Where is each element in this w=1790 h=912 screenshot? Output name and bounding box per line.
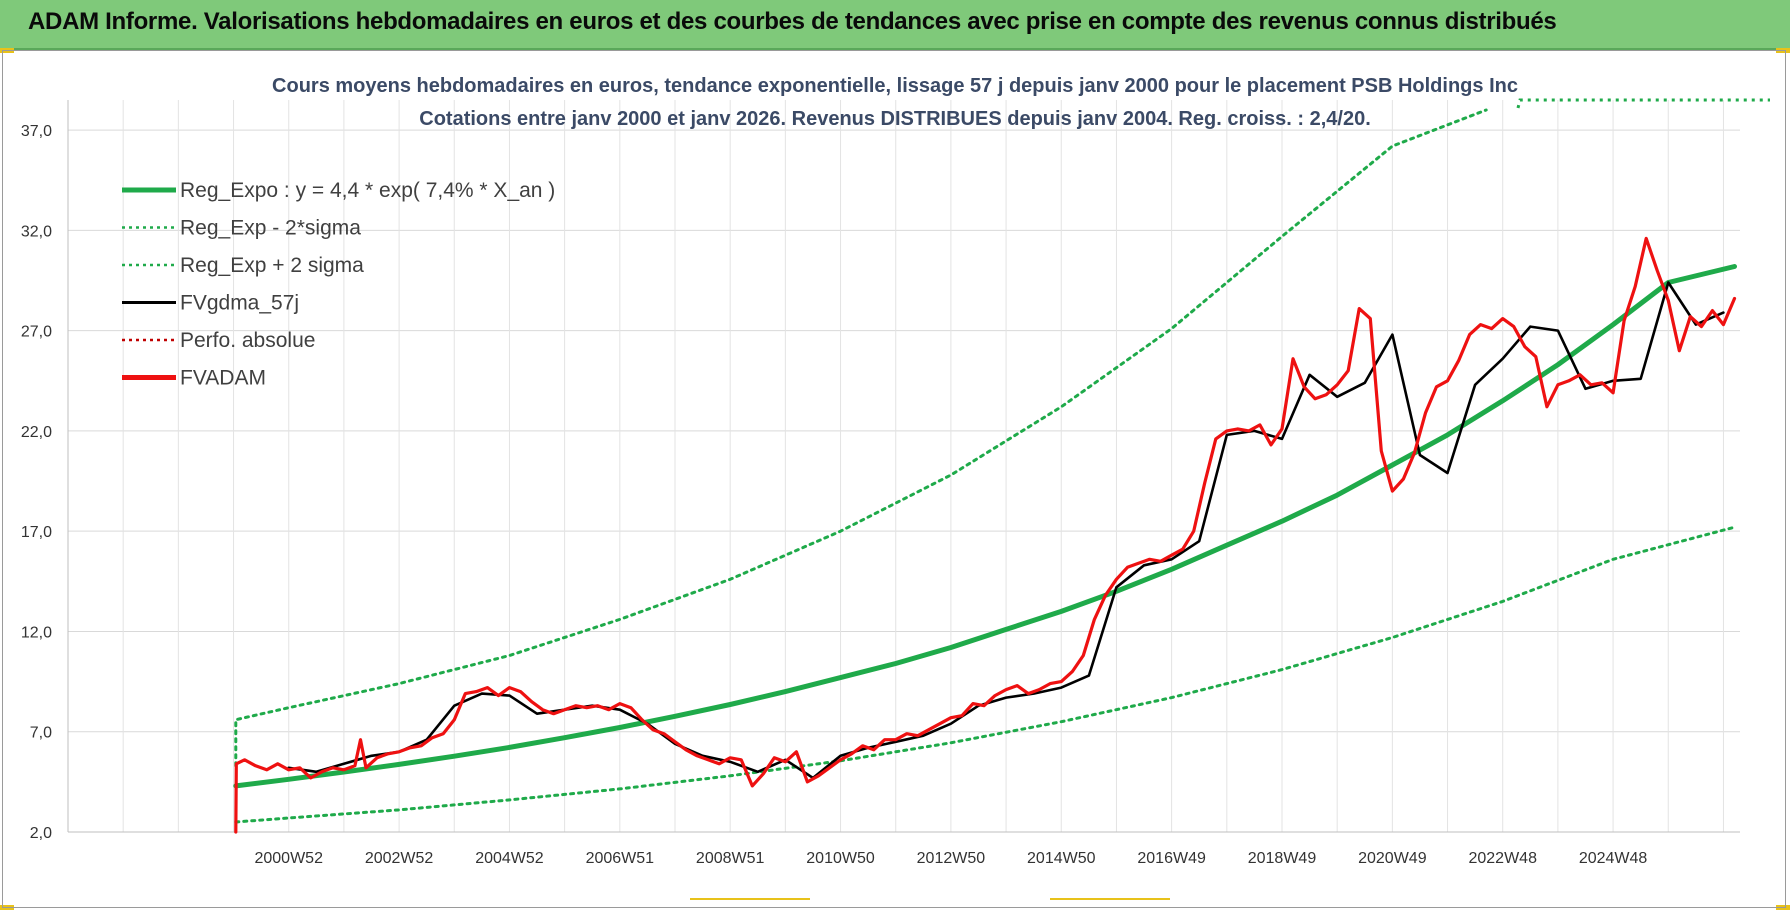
- legend-label-3: FVgdma_57j: [180, 292, 299, 315]
- chart-frame: [2, 50, 1786, 908]
- x-axis: 2000W52 2002W52 2004W52 2006W51 2008W51 2010W…: [254, 850, 1647, 867]
- x-tick-label: 2006W51: [586, 850, 655, 867]
- series-group: [233, 98, 1770, 834]
- y-axis: 2,0 7,0 12,0 17,0 22,0 27,0 32,0 37,0: [21, 123, 52, 842]
- y-tick-label: 7,0: [30, 725, 52, 742]
- x-tick-label: 2016W49: [1137, 850, 1206, 867]
- chart-subtitle: Cotations entre janv 2000 et janv 2026. …: [419, 108, 1371, 130]
- x-tick-label: 2004W52: [475, 850, 544, 867]
- x-tick-label: 2012W50: [917, 850, 986, 867]
- y-tick-label: 37,0: [21, 123, 52, 140]
- legend-label-1: Reg_Exp - 2*sigma: [180, 217, 361, 240]
- y-tick-label: 22,0: [21, 424, 52, 441]
- legend-label-2: Reg_Exp + 2 sigma: [180, 254, 364, 277]
- report-title: ADAM Informe. Valorisations hebdomadaire…: [28, 8, 1557, 35]
- report-banner: ADAM Informe. Valorisations hebdomadaire…: [0, 0, 1790, 50]
- x-tick-label: 2002W52: [365, 850, 434, 867]
- y-tick-label: 12,0: [21, 624, 52, 641]
- y-tick-label: 2,0: [30, 825, 52, 842]
- chart-title: Cours moyens hebdomadaires en euros, ten…: [272, 75, 1518, 97]
- legend-label-0: Reg_Expo : y = 4,4 * exp( 7,4% * X_an ): [180, 179, 555, 202]
- x-tick-label: 2024W48: [1579, 850, 1648, 867]
- x-tick-label: 2018W49: [1248, 850, 1317, 867]
- legend-label-4: Perfo. absolue: [180, 329, 315, 352]
- series-line-0: [233, 264, 1737, 789]
- x-tick-label: 2014W50: [1027, 850, 1096, 867]
- series-line-2-overflow: [1516, 98, 1770, 109]
- x-tick-label: 2010W50: [806, 850, 875, 867]
- legend: Reg_Expo : y = 4,4 * exp( 7,4% * X_an ) R…: [122, 179, 555, 390]
- y-tick-label: 17,0: [21, 524, 52, 541]
- series-line-2: [234, 108, 1488, 768]
- bottom-marker-1: [690, 898, 810, 900]
- x-tick-label: 2008W51: [696, 850, 765, 867]
- y-tick-label: 32,0: [21, 223, 52, 240]
- legend-label-5: FVADAM: [180, 367, 266, 390]
- series-line-5: [234, 236, 1737, 834]
- series-line-3: [287, 281, 1725, 780]
- bottom-marker-2: [1050, 898, 1170, 900]
- x-tick-label: 2020W49: [1358, 850, 1427, 867]
- x-tick-label: 2022W48: [1468, 850, 1537, 867]
- gridlines: [67, 100, 1740, 833]
- series-line-1: [234, 525, 1736, 824]
- y-tick-label: 27,0: [21, 324, 52, 341]
- x-tick-label: 2000W52: [254, 850, 323, 867]
